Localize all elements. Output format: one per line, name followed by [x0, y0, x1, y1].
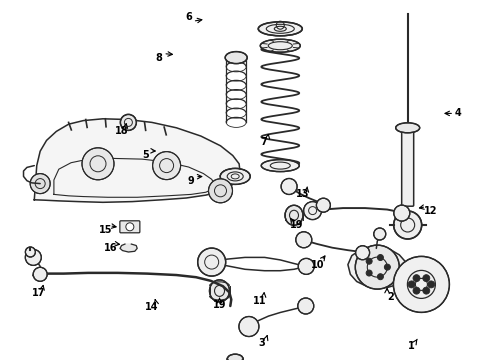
Circle shape [393, 211, 422, 239]
Ellipse shape [220, 168, 250, 184]
Circle shape [394, 205, 410, 221]
Circle shape [152, 152, 181, 180]
Text: 19: 19 [290, 220, 303, 230]
Polygon shape [348, 247, 408, 288]
Circle shape [384, 264, 391, 270]
Circle shape [413, 275, 420, 282]
Circle shape [197, 248, 226, 276]
Circle shape [304, 202, 321, 220]
Circle shape [377, 274, 383, 280]
Ellipse shape [227, 356, 243, 360]
Text: 19: 19 [213, 300, 226, 310]
Circle shape [121, 114, 136, 130]
Ellipse shape [227, 354, 243, 360]
Text: 1: 1 [408, 341, 415, 351]
Circle shape [209, 179, 232, 203]
Text: 11: 11 [253, 296, 267, 306]
Text: 14: 14 [145, 302, 159, 312]
Circle shape [30, 174, 50, 194]
Ellipse shape [258, 22, 302, 36]
Circle shape [374, 228, 386, 240]
FancyBboxPatch shape [402, 129, 414, 206]
Text: 17: 17 [31, 288, 45, 298]
Ellipse shape [396, 123, 419, 133]
Ellipse shape [225, 51, 247, 64]
Circle shape [408, 281, 415, 288]
Text: 15: 15 [98, 225, 112, 235]
Circle shape [366, 270, 372, 276]
Circle shape [239, 316, 259, 337]
Circle shape [25, 249, 41, 265]
Circle shape [82, 148, 114, 180]
Circle shape [366, 258, 372, 264]
Text: 4: 4 [455, 108, 462, 118]
Text: 10: 10 [311, 260, 324, 270]
Circle shape [296, 232, 312, 248]
Text: 8: 8 [156, 53, 163, 63]
Text: 9: 9 [188, 176, 195, 186]
Circle shape [428, 281, 435, 288]
Ellipse shape [260, 39, 300, 52]
Text: 3: 3 [259, 338, 266, 348]
Polygon shape [34, 119, 240, 202]
Text: 13: 13 [296, 189, 310, 199]
Text: 16: 16 [103, 243, 117, 253]
Circle shape [25, 247, 35, 257]
Circle shape [355, 245, 399, 289]
Polygon shape [120, 244, 137, 252]
Circle shape [377, 255, 383, 261]
Circle shape [317, 198, 330, 212]
Ellipse shape [285, 205, 303, 225]
Ellipse shape [210, 280, 229, 302]
Circle shape [298, 258, 314, 274]
Circle shape [126, 223, 134, 231]
Ellipse shape [261, 159, 299, 172]
Text: 6: 6 [185, 12, 192, 22]
Circle shape [393, 256, 449, 312]
Circle shape [281, 179, 297, 194]
FancyBboxPatch shape [120, 221, 140, 233]
Circle shape [423, 275, 430, 282]
Circle shape [423, 287, 430, 294]
Circle shape [413, 287, 420, 294]
Text: 12: 12 [423, 206, 437, 216]
Circle shape [356, 246, 369, 260]
Text: 18: 18 [115, 126, 128, 136]
Circle shape [298, 298, 314, 314]
Text: 5: 5 [143, 150, 149, 160]
Text: 7: 7 [260, 137, 267, 147]
Circle shape [33, 267, 47, 281]
Text: 2: 2 [388, 292, 394, 302]
